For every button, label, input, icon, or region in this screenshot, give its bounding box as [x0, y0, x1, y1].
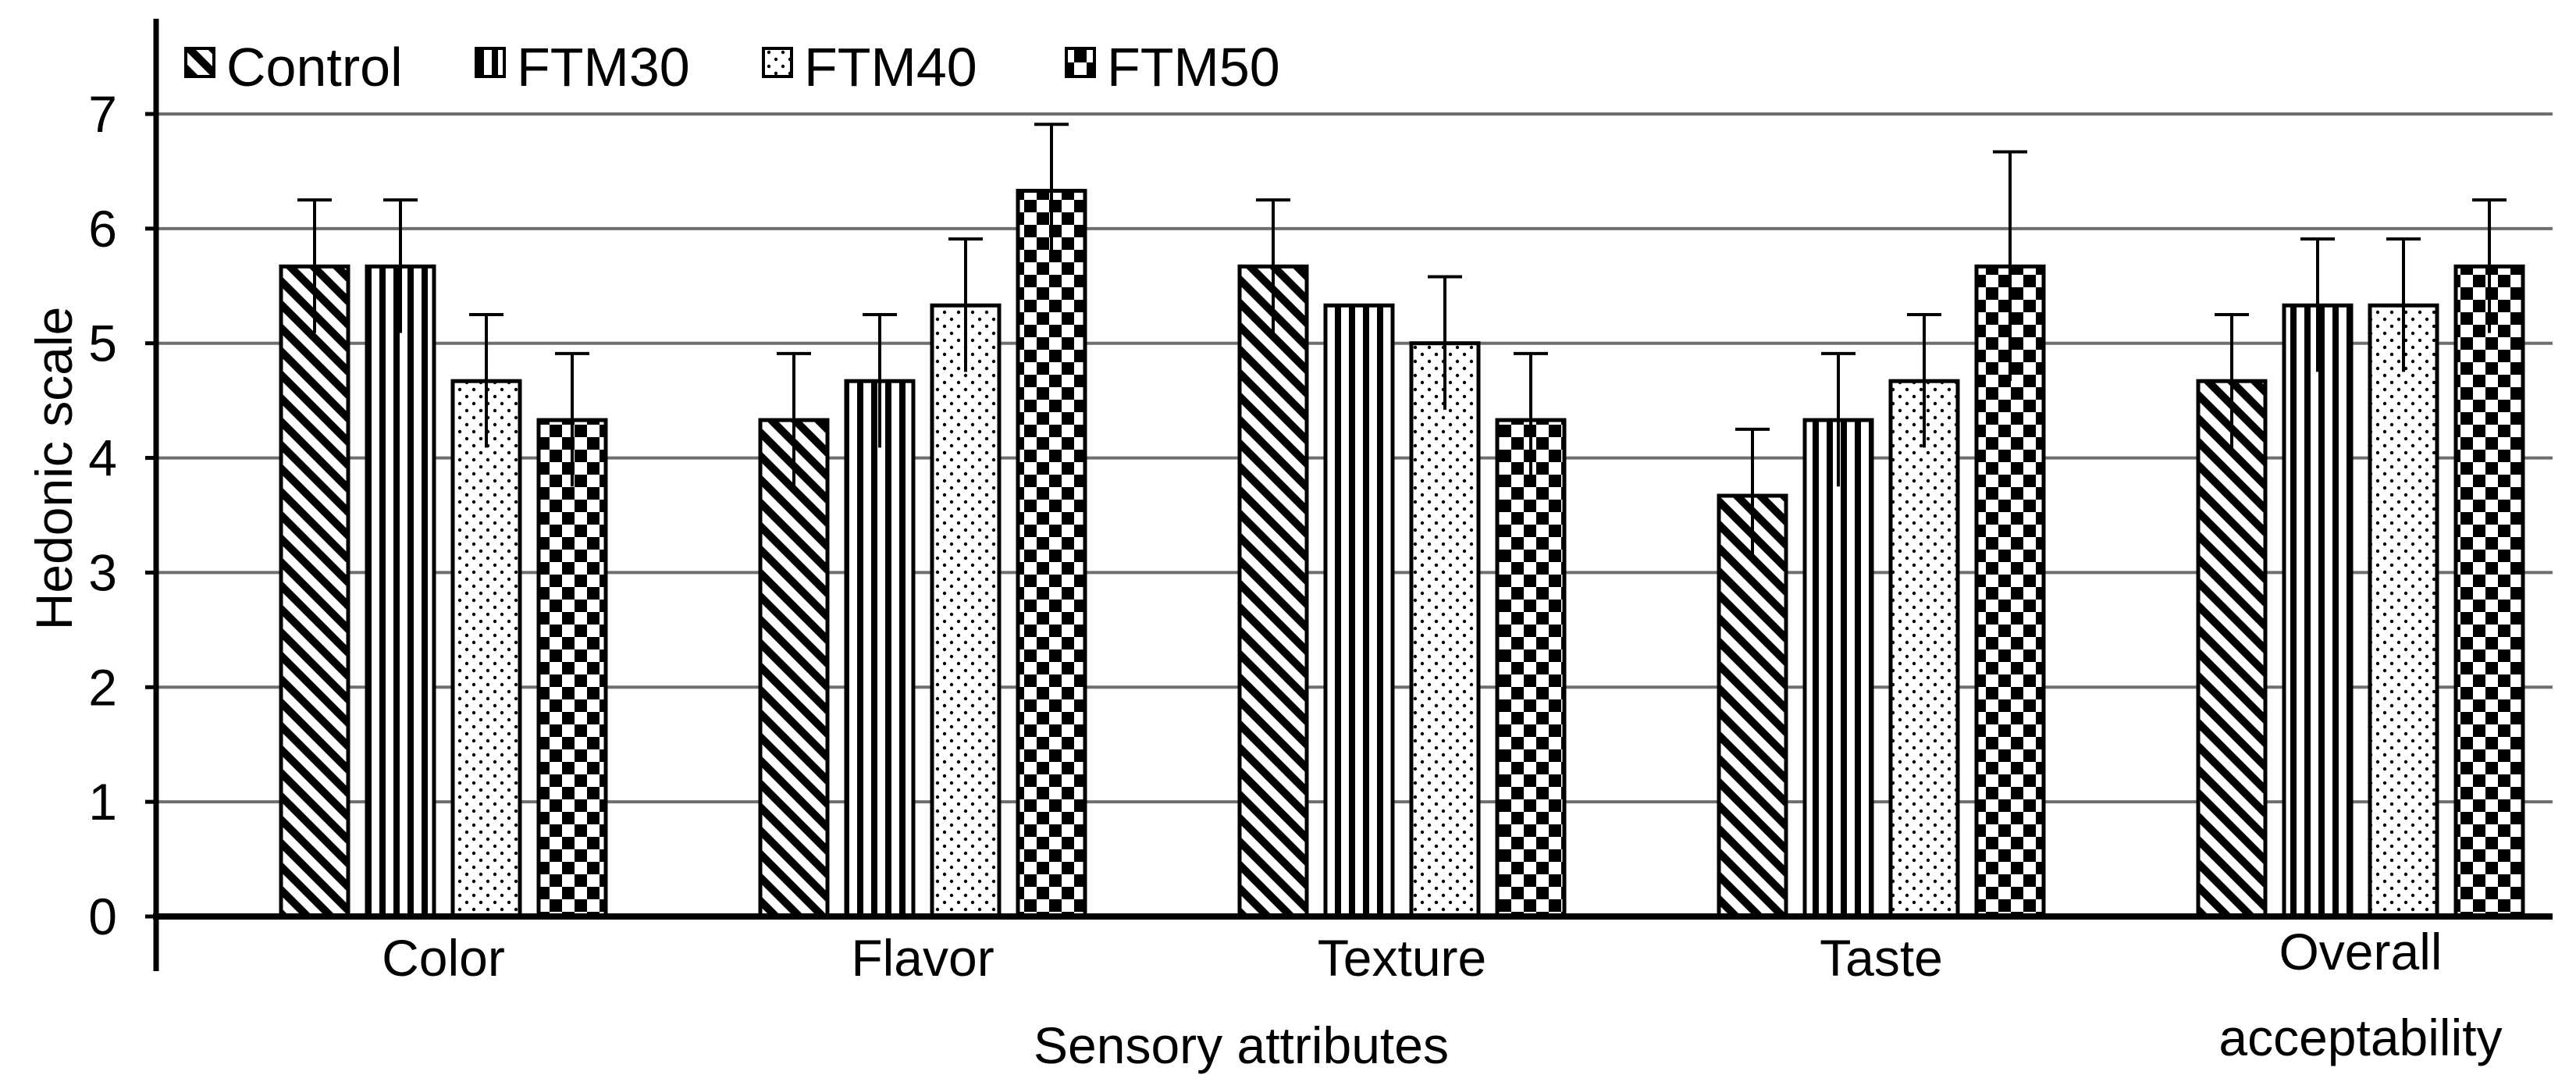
x-axis-title: Sensory attributes — [1034, 1016, 1449, 1074]
x-category-label: Texture — [1318, 929, 1486, 987]
legend-swatch — [475, 47, 506, 78]
x-category-label: Color — [382, 929, 505, 987]
bar-ftm30-overall-acceptability — [2282, 303, 2354, 919]
bar-ftm30-color — [365, 264, 436, 919]
legend-label: Control — [226, 37, 403, 98]
y-tick-label: 5 — [88, 315, 117, 372]
error-bars — [297, 123, 2507, 563]
bars — [279, 188, 2525, 919]
y-tick-label: 3 — [88, 543, 117, 601]
bar-control-flavor — [758, 418, 830, 919]
legend-item-ftm40: FTM40 — [762, 37, 977, 98]
y-tick-label: 0 — [88, 888, 117, 945]
legend-label: FTM50 — [1107, 37, 1280, 98]
legend-label: FTM40 — [804, 37, 977, 98]
legend-item-control: Control — [184, 37, 403, 98]
legend-item-ftm50: FTM50 — [1065, 37, 1280, 98]
y-tick-label: 1 — [88, 773, 117, 831]
y-tick-label: 2 — [88, 658, 117, 716]
legend-swatch — [1065, 47, 1096, 78]
bar-control-taste — [1717, 493, 1788, 919]
bar-ftm30-taste — [1802, 418, 1874, 919]
x-category-label: Taste — [1820, 929, 1943, 987]
bar-ftm40-overall-acceptability — [2368, 303, 2439, 919]
x-category-label: Overall acceptability — [2218, 923, 2502, 1066]
bar-control-color — [279, 264, 350, 919]
legend-swatch — [762, 47, 793, 78]
bar-ftm40-flavor — [930, 303, 1002, 919]
bar-ftm40-color — [450, 379, 522, 919]
bar-ftm50-color — [536, 418, 608, 919]
legend-item-ftm30: FTM30 — [475, 37, 690, 98]
y-axis-title: Hedonic scale — [25, 307, 83, 631]
bar-ftm50-flavor — [1016, 188, 1087, 919]
bar-ftm30-texture — [1323, 303, 1395, 919]
bar-ftm40-taste — [1888, 379, 1960, 919]
axes — [153, 19, 2553, 971]
bar-ftm50-overall-acceptability — [2453, 264, 2525, 919]
y-tick-label: 6 — [88, 200, 117, 258]
x-category-label: Flavor — [851, 929, 994, 987]
bar-ftm50-texture — [1495, 418, 1567, 919]
y-axis-ticks: 0 1 2 3 4 5 6 7 — [88, 85, 158, 945]
legend-label: FTM30 — [517, 37, 690, 98]
y-tick-label: 7 — [88, 85, 117, 143]
bar-ftm40-texture — [1409, 341, 1481, 919]
bar-control-texture — [1237, 264, 1309, 919]
category-labels: Color Flavor Texture Taste Overall acceptabil… — [382, 923, 2502, 1066]
bar-control-overall-acceptability — [2196, 379, 2268, 919]
y-tick-label: 4 — [88, 429, 117, 487]
legend: Control FTM30 FTM40 FTM50 — [184, 37, 1280, 98]
bar-ftm30-flavor — [844, 379, 916, 919]
legend-swatch — [184, 47, 215, 78]
